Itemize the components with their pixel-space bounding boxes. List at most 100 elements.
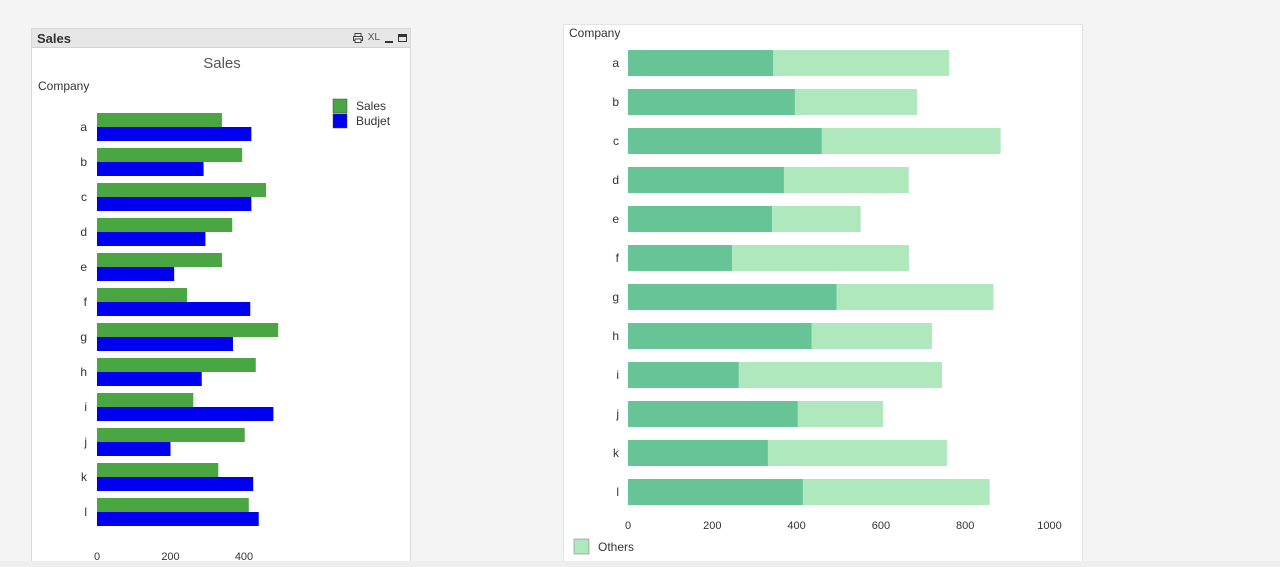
y-axis-label: Company bbox=[569, 26, 620, 40]
x-tick-label-0: 0 bbox=[625, 520, 631, 532]
bar-budjet-f bbox=[97, 302, 251, 316]
bar-series-1-j bbox=[628, 401, 798, 427]
category-label-a: a bbox=[80, 120, 87, 134]
bar-sales-g bbox=[97, 323, 279, 337]
bottom-strip bbox=[0, 561, 1280, 567]
category-label-k: k bbox=[81, 470, 88, 484]
bar-budjet-a bbox=[97, 127, 252, 141]
category-label-b: b bbox=[80, 155, 87, 169]
chart-title: Sales bbox=[203, 55, 241, 72]
bar-budjet-g bbox=[97, 337, 233, 351]
category-label-k: k bbox=[613, 446, 620, 460]
print-icon[interactable] bbox=[352, 33, 363, 43]
category-label-c: c bbox=[613, 134, 619, 148]
legend-swatch-sales bbox=[332, 98, 348, 114]
category-label-a: a bbox=[612, 56, 619, 70]
bar-others-f bbox=[732, 245, 910, 271]
bar-others-l bbox=[802, 479, 990, 505]
legend-swatch-others bbox=[573, 538, 590, 555]
bar-sales-j bbox=[97, 428, 245, 442]
bar-others-k bbox=[767, 440, 948, 466]
company-stacked-chart-panel: Company a b c d e f g h i j k l 0 200 400 600 800 1000 Othe… bbox=[563, 24, 1083, 567]
bar-sales-h bbox=[97, 358, 256, 372]
category-label-f: f bbox=[616, 251, 620, 265]
bar-budjet-k bbox=[97, 477, 254, 491]
bar-budjet-e bbox=[97, 267, 175, 281]
bar-budjet-d bbox=[97, 232, 206, 246]
category-label-l: l bbox=[84, 505, 87, 519]
bar-series-1-a bbox=[628, 50, 773, 76]
bar-series-1-e bbox=[628, 206, 773, 232]
legend-label-sales: Sales bbox=[356, 99, 386, 113]
category-label-l: l bbox=[616, 485, 619, 499]
bar-others-e bbox=[772, 206, 861, 232]
minimize-icon[interactable] bbox=[385, 41, 393, 43]
category-label-d: d bbox=[80, 225, 87, 239]
bar-sales-l bbox=[97, 498, 249, 512]
bar-series-1-f bbox=[628, 245, 733, 271]
category-label-h: h bbox=[612, 329, 619, 343]
bar-series-1-g bbox=[628, 284, 837, 310]
category-label-e: e bbox=[80, 260, 87, 274]
bar-series-1-c bbox=[628, 128, 822, 154]
x-tick-label-200: 200 bbox=[703, 520, 721, 532]
bar-sales-b bbox=[97, 148, 243, 162]
x-tick-label-0: 0 bbox=[94, 551, 100, 563]
category-label-b: b bbox=[612, 95, 619, 109]
bar-series-1-l bbox=[628, 479, 803, 505]
bar-sales-i bbox=[97, 393, 194, 407]
bar-budjet-l bbox=[97, 512, 259, 526]
bar-sales-c bbox=[97, 183, 267, 197]
category-label-j: j bbox=[615, 407, 619, 421]
category-label-c: c bbox=[81, 190, 87, 204]
bar-others-i bbox=[738, 362, 943, 388]
legend-label-budjet: Budjet bbox=[356, 114, 391, 128]
company-stacked-bar-chart: Company a b c d e f g h i j k l 0 200 400 600 800 1000 Othe… bbox=[569, 26, 1062, 555]
bar-others-j bbox=[797, 401, 884, 427]
bar-sales-d bbox=[97, 218, 233, 232]
sales-chart-panel: Sales XL Sales Company a b c d e f g h i j k l 0 200 400… bbox=[31, 28, 411, 567]
bar-others-g bbox=[836, 284, 994, 310]
category-label-h: h bbox=[80, 365, 87, 379]
category-label-g: g bbox=[80, 330, 87, 344]
bar-series-1-d bbox=[628, 167, 784, 193]
bar-series-1-i bbox=[628, 362, 739, 388]
bar-budjet-j bbox=[97, 442, 171, 456]
x-tick-label-800: 800 bbox=[956, 520, 974, 532]
category-label-i: i bbox=[84, 400, 87, 414]
bar-others-a bbox=[772, 50, 950, 76]
bar-series-1-h bbox=[628, 323, 812, 349]
bar-budjet-b bbox=[97, 162, 204, 176]
bar-sales-f bbox=[97, 288, 188, 302]
panel-caption-title: Sales bbox=[37, 31, 71, 46]
bar-sales-a bbox=[97, 113, 222, 127]
bar-sales-e bbox=[97, 253, 222, 267]
category-label-i: i bbox=[616, 368, 619, 382]
panel-caption-bar[interactable]: Sales XL bbox=[32, 29, 410, 48]
x-tick-label-1000: 1000 bbox=[1037, 520, 1061, 532]
bar-others-c bbox=[821, 128, 1001, 154]
y-axis-label: Company bbox=[38, 79, 89, 93]
category-label-f: f bbox=[84, 295, 88, 309]
bar-others-h bbox=[811, 323, 932, 349]
category-label-e: e bbox=[612, 212, 619, 226]
bar-sales-k bbox=[97, 463, 219, 477]
bar-budjet-i bbox=[97, 407, 274, 421]
legend-label-others: Others bbox=[598, 540, 634, 554]
bar-budjet-c bbox=[97, 197, 252, 211]
caption-icons: XL bbox=[352, 31, 407, 45]
category-label-g: g bbox=[612, 290, 619, 304]
x-tick-label-400: 400 bbox=[787, 520, 805, 532]
x-tick-label-400: 400 bbox=[235, 551, 253, 563]
bar-others-d bbox=[783, 167, 909, 193]
x-tick-label-600: 600 bbox=[872, 520, 890, 532]
category-label-j: j bbox=[83, 435, 87, 449]
bar-series-1-b bbox=[628, 89, 795, 115]
xl-export-icon[interactable]: XL bbox=[367, 32, 380, 43]
bar-others-b bbox=[794, 89, 918, 115]
maximize-icon[interactable] bbox=[398, 34, 407, 42]
x-tick-label-200: 200 bbox=[161, 551, 179, 563]
bar-budjet-h bbox=[97, 372, 202, 386]
category-label-d: d bbox=[612, 173, 619, 187]
bar-series-1-k bbox=[628, 440, 768, 466]
